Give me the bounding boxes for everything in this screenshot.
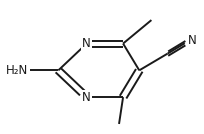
Text: N: N bbox=[188, 34, 197, 47]
Text: H₂N: H₂N bbox=[6, 64, 28, 77]
Text: N: N bbox=[82, 37, 91, 50]
Text: N: N bbox=[82, 91, 91, 104]
